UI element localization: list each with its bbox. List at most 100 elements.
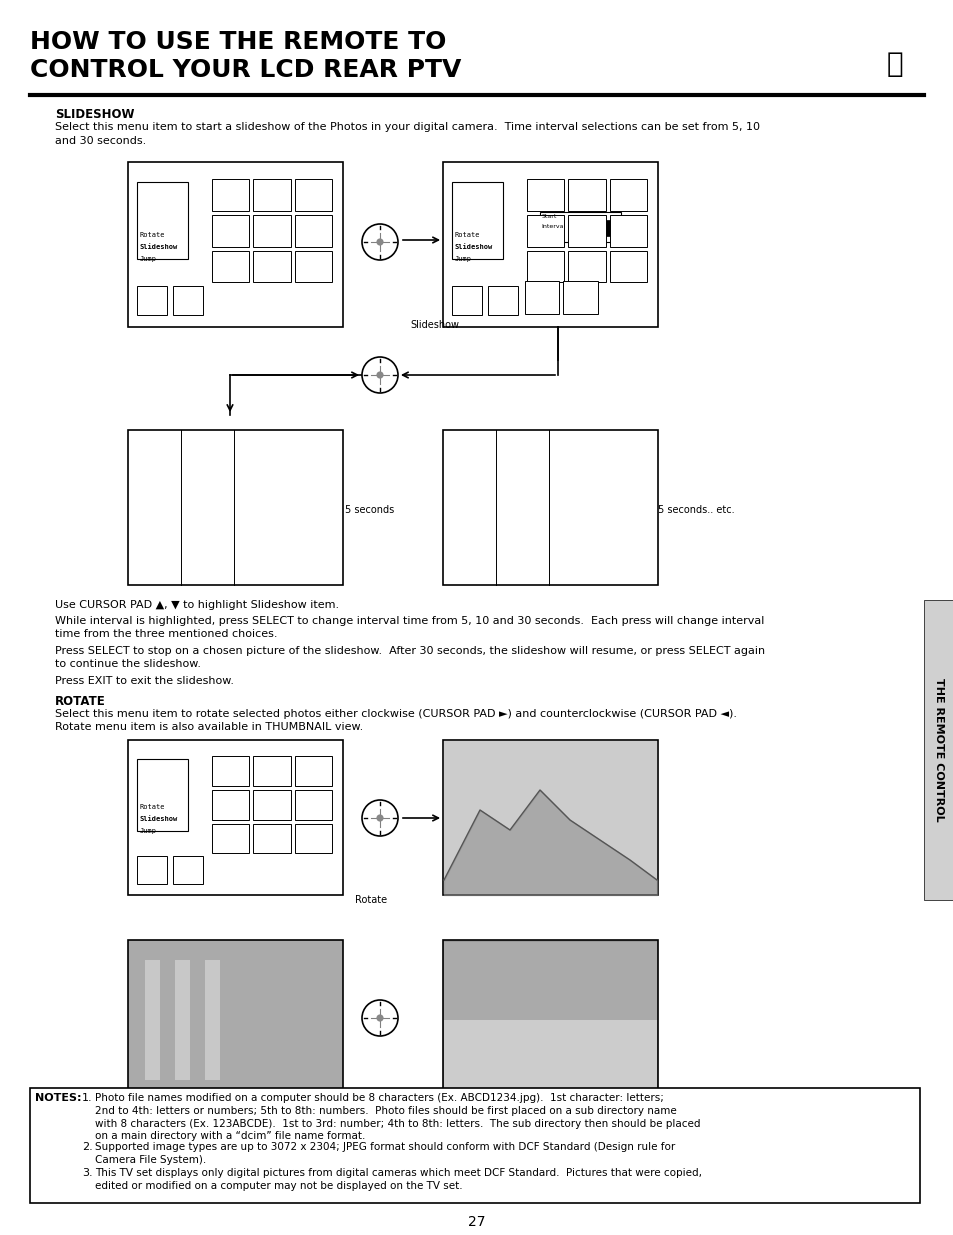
Bar [172,285,203,315]
Bar [923,600,953,900]
Text: CONTROL YOUR LCD REAR PTV: CONTROL YOUR LCD REAR PTV [30,58,461,82]
Text: Rotate: Rotate [355,895,387,905]
Text: Interval: Interval [541,224,565,228]
Bar [568,215,605,247]
Bar [443,741,657,894]
Text: Rotate: Rotate [139,232,165,238]
Text: While interval is highlighted, press SELECT to change interval time from 5, 10 a: While interval is highlighted, press SEL… [55,616,763,640]
Bar [136,285,167,315]
Bar [212,824,249,853]
Circle shape [361,800,397,836]
Bar [253,756,291,785]
Bar [539,211,620,242]
Bar [442,740,658,895]
Bar [609,215,647,247]
Bar [442,430,658,585]
Bar [294,251,332,283]
Bar [294,756,332,785]
Text: 5 seconds.. etc.: 5 seconds.. etc. [658,505,734,515]
Text: Photo file names modified on a computer should be 8 characters (Ex. ABCD1234.jpg: Photo file names modified on a computer … [95,1093,700,1141]
Text: Jump: Jump [455,256,471,262]
Bar [524,280,558,314]
Text: 1/10: 1/10 [304,1095,319,1100]
Text: Supported image types are up to 3072 x 2304; JPEG format should conform with DCF: Supported image types are up to 3072 x 2… [95,1142,675,1165]
Bar [526,251,563,283]
Bar [253,215,291,247]
Bar [451,182,502,259]
Text: 2.: 2. [82,1142,92,1152]
Text: Slideshow: Slideshow [410,320,458,330]
Bar [30,1088,919,1203]
Text: NOTES:: NOTES: [35,1093,81,1103]
Bar [526,179,563,211]
Text: Rotate: Rotate [455,232,479,238]
Bar [294,790,332,820]
Text: Select this menu item to rotate selected photos either clockwise (CURSOR PAD ►) : Select this menu item to rotate selected… [55,709,737,732]
Text: Rotate: Rotate [139,804,165,810]
Bar [174,960,190,1079]
Bar [253,824,291,853]
Text: This TV set displays only digital pictures from digital cameras which meet DCF S: This TV set displays only digital pictur… [95,1168,701,1191]
Bar [442,162,658,327]
Bar [128,940,343,1095]
Text: 📱: 📱 [885,49,902,78]
Circle shape [376,238,383,246]
Text: Press EXIT to exit the slideshow.: Press EXIT to exit the slideshow. [55,676,233,685]
Bar [253,790,291,820]
Bar [253,251,291,283]
Text: Slideshow: Slideshow [455,245,493,249]
Bar [145,960,160,1079]
Bar [205,960,220,1079]
Circle shape [361,1000,397,1036]
Bar [563,280,598,314]
Bar [212,215,249,247]
Bar [136,856,167,884]
Bar [136,758,188,831]
Bar [443,741,657,894]
Bar [172,856,203,884]
Bar [128,740,343,895]
Text: 3.: 3. [82,1168,92,1178]
Text: 5 sec: 5 sec [588,226,603,231]
Text: ROTATE: ROTATE [55,695,106,708]
Circle shape [376,372,383,379]
Text: Jump: Jump [139,827,156,834]
Bar [568,179,605,211]
Circle shape [361,224,397,261]
Text: 5 seconds: 5 seconds [345,505,394,515]
Text: Press SELECT to stop on a chosen picture of the slideshow.  After 30 seconds, th: Press SELECT to stop on a chosen picture… [55,646,764,669]
Circle shape [376,1014,383,1021]
Bar [294,179,332,211]
Circle shape [361,357,397,393]
Bar [294,215,332,247]
Text: Slideshow: Slideshow [139,245,177,249]
Text: Jump: Jump [139,256,156,262]
Text: Slideshow: Slideshow [139,816,177,823]
Bar [443,942,657,1020]
Bar [526,215,563,247]
Bar [487,285,517,315]
Bar [442,940,658,1095]
Bar [212,251,249,283]
Bar [212,756,249,785]
Text: HOW TO USE THE REMOTE TO: HOW TO USE THE REMOTE TO [30,30,446,54]
Bar [128,430,343,585]
Circle shape [376,814,383,821]
Text: 1/10: 1/10 [514,1095,530,1100]
Bar [136,182,188,259]
Text: SLIDESHOW: SLIDESHOW [55,107,134,121]
Text: THE REMOTE CONTROL: THE REMOTE CONTROL [933,678,943,821]
Bar [586,220,617,236]
Bar [451,285,481,315]
Text: Use CURSOR PAD ▲, ▼ to highlight Slideshow item.: Use CURSOR PAD ▲, ▼ to highlight Slidesh… [55,600,338,610]
Bar [212,179,249,211]
Bar [568,251,605,283]
Bar [443,1020,657,1095]
Bar [609,251,647,283]
Text: 1.: 1. [82,1093,92,1103]
Text: ◄►: ◄► [459,1091,473,1099]
Bar [253,179,291,211]
Bar [609,179,647,211]
Bar [128,162,343,327]
Text: 27: 27 [468,1215,485,1229]
